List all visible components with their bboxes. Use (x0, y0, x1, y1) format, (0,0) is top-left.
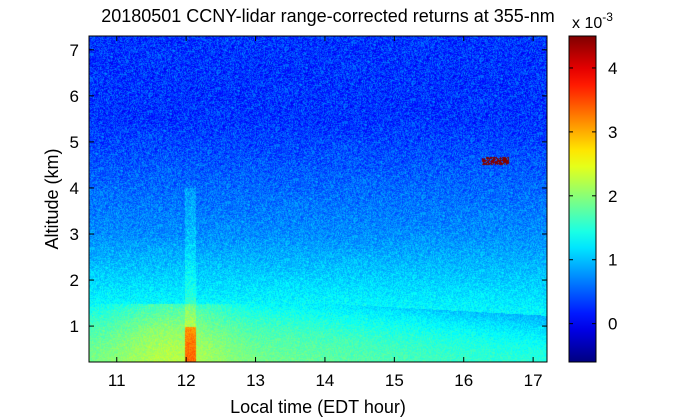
chart-title: 20180501 CCNY-lidar range-corrected retu… (101, 6, 555, 26)
x-tick-label-1: 12 (177, 371, 196, 390)
y-tick-label-3: 4 (70, 179, 79, 198)
y-tick-label-6: 7 (70, 41, 79, 60)
colorbar-tick-label-0: 0 (608, 315, 617, 334)
x-tick-label-4: 15 (385, 371, 404, 390)
colorbar-tick-label-3: 3 (608, 123, 617, 142)
x-tick-label-5: 16 (454, 371, 473, 390)
y-tick-label-5: 6 (70, 87, 79, 106)
y-tick-label-4: 5 (70, 133, 79, 152)
plot-frame (88, 35, 548, 363)
x-tick-label-0: 11 (108, 371, 126, 390)
colorbar: 0 1 2 3 4 x 10-3 (568, 10, 617, 363)
colorbar-tick-label-1: 1 (608, 251, 617, 270)
colorbar-tick-label-4: 4 (608, 59, 617, 78)
x-tick-label-3: 14 (315, 371, 334, 390)
y-tick-label-0: 1 (70, 317, 79, 336)
colorbar-ticks: 0 1 2 3 4 (569, 59, 617, 334)
y-axis-ticks: 1 2 3 4 5 6 7 (70, 41, 547, 336)
heatmap-image (89, 36, 547, 362)
x-axis-label: Local time (EDT hour) (230, 397, 406, 417)
colorbar-frame (568, 35, 597, 363)
colorbar-multiplier: x 10-3 (572, 10, 613, 32)
colorbar-tick-label-2: 2 (608, 187, 617, 206)
x-tick-label-2: 13 (246, 371, 265, 390)
y-axis-label: Altitude (km) (42, 148, 62, 249)
x-tick-label-6: 17 (524, 371, 543, 390)
colorbar-gradient (569, 36, 596, 362)
y-tick-label-1: 2 (70, 271, 79, 290)
x-axis-ticks: 11 12 13 14 15 16 17 (108, 36, 543, 390)
y-tick-label-2: 3 (70, 225, 79, 244)
